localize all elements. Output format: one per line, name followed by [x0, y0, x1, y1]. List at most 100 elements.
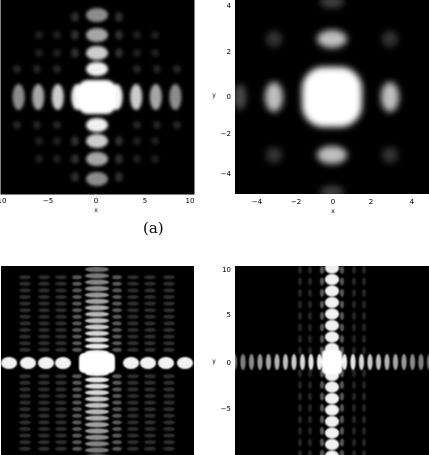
faint-lobe: [144, 335, 156, 339]
intensity-lobe: [140, 357, 156, 369]
intensity-lobe: [177, 357, 193, 369]
faint-lobe: [320, 347, 324, 355]
faint-lobe: [55, 321, 67, 325]
faint-lobe: [362, 312, 366, 320]
faint-lobe: [127, 348, 139, 352]
faint-lobe: [362, 324, 366, 332]
faint-lobe: [72, 308, 82, 312]
intensity-lobe: [265, 82, 283, 112]
faint-lobe: [163, 275, 175, 279]
faint-lobe: [144, 288, 156, 292]
intensity-lobe: [86, 28, 108, 42]
faint-lobe: [320, 266, 324, 274]
intensity-lobe: [86, 118, 108, 132]
faint-lobe: [38, 275, 50, 279]
faint-lobe: [38, 328, 50, 332]
faint-lobe: [144, 420, 156, 424]
faint-lobe: [298, 278, 302, 286]
intensity-lobe: [249, 354, 254, 370]
faint-lobe: [320, 416, 324, 424]
faint-lobe: [320, 404, 324, 412]
intensity-lobe: [325, 343, 339, 354]
intensity-lobe: [86, 152, 108, 166]
faint-lobe: [151, 31, 159, 39]
faint-lobe: [112, 341, 122, 345]
intensity-lobe: [381, 82, 399, 112]
intensity-lobe: [85, 305, 109, 310]
faint-lobe: [71, 30, 79, 40]
faint-lobe: [38, 295, 50, 299]
intensity-lobe: [85, 441, 109, 446]
faint-lobe: [163, 414, 175, 418]
faint-lobe: [19, 387, 31, 391]
intensity-lobe: [325, 309, 339, 320]
faint-lobe: [308, 278, 312, 286]
faint-lobe: [163, 420, 175, 424]
faint-lobe: [112, 295, 122, 299]
faint-lobe: [38, 420, 50, 424]
faint-lobe: [112, 288, 122, 292]
faint-lobe: [144, 348, 156, 352]
faint-lobe: [163, 328, 175, 332]
faint-lobe: [72, 387, 82, 391]
faint-lobe: [163, 282, 175, 286]
faint-lobe: [112, 427, 122, 431]
y-tick-label: 5: [227, 311, 231, 319]
intensity-lobe: [85, 344, 109, 349]
faint-lobe: [352, 335, 356, 343]
x-tick-label: 4: [410, 198, 415, 206]
faint-lobe: [55, 348, 67, 352]
faint-lobe: [19, 447, 31, 451]
faint-lobe: [382, 147, 398, 163]
intensity-lobe: [325, 332, 339, 343]
faint-lobe: [362, 370, 366, 378]
faint-lobe: [352, 370, 356, 378]
faint-lobe: [72, 420, 82, 424]
faint-lobe: [127, 315, 139, 319]
faint-lobe: [115, 30, 123, 40]
faint-lobe: [163, 348, 175, 352]
faint-lobe: [127, 374, 139, 378]
intensity-lobe: [158, 357, 174, 369]
y-tick-label: 2: [227, 48, 231, 56]
intensity-lobe: [325, 286, 339, 297]
faint-lobe: [298, 370, 302, 378]
x-tick-label: −5: [43, 197, 53, 205]
intensity-lobe: [325, 393, 339, 404]
faint-lobe: [71, 136, 79, 146]
faint-lobe: [340, 427, 344, 435]
intensity-lobe: [85, 435, 109, 440]
faint-lobe: [163, 288, 175, 292]
faint-lobe: [127, 381, 139, 385]
faint-lobe: [38, 315, 50, 319]
faint-lobe: [19, 308, 31, 312]
faint-lobe: [133, 121, 141, 129]
faint-lobe: [127, 387, 139, 391]
intensity-lobe: [317, 354, 322, 370]
faint-lobe: [55, 341, 67, 345]
intensity-lobe: [169, 84, 181, 110]
faint-lobe: [144, 407, 156, 411]
intensity-lobe: [325, 320, 339, 331]
faint-lobe: [55, 315, 67, 319]
faint-lobe: [112, 335, 122, 339]
intensity-lobe: [410, 354, 415, 370]
faint-lobe: [72, 295, 82, 299]
faint-lobe: [298, 404, 302, 412]
faint-lobe: [112, 407, 122, 411]
intensity-lobe: [325, 439, 339, 450]
faint-lobe: [320, 335, 324, 343]
central-maximum: [78, 80, 116, 114]
intensity-lobe: [325, 370, 339, 381]
panel-b-left-plot: [0, 266, 205, 455]
intensity-lobe: [232, 354, 237, 370]
faint-lobe: [127, 414, 139, 418]
faint-lobe: [53, 49, 61, 57]
faint-lobe: [72, 407, 82, 411]
faint-lobe: [55, 407, 67, 411]
faint-lobe: [127, 447, 139, 451]
intensity-lobe: [283, 354, 288, 370]
faint-lobe: [340, 370, 344, 378]
intensity-lobe: [85, 422, 109, 427]
faint-lobe: [163, 308, 175, 312]
